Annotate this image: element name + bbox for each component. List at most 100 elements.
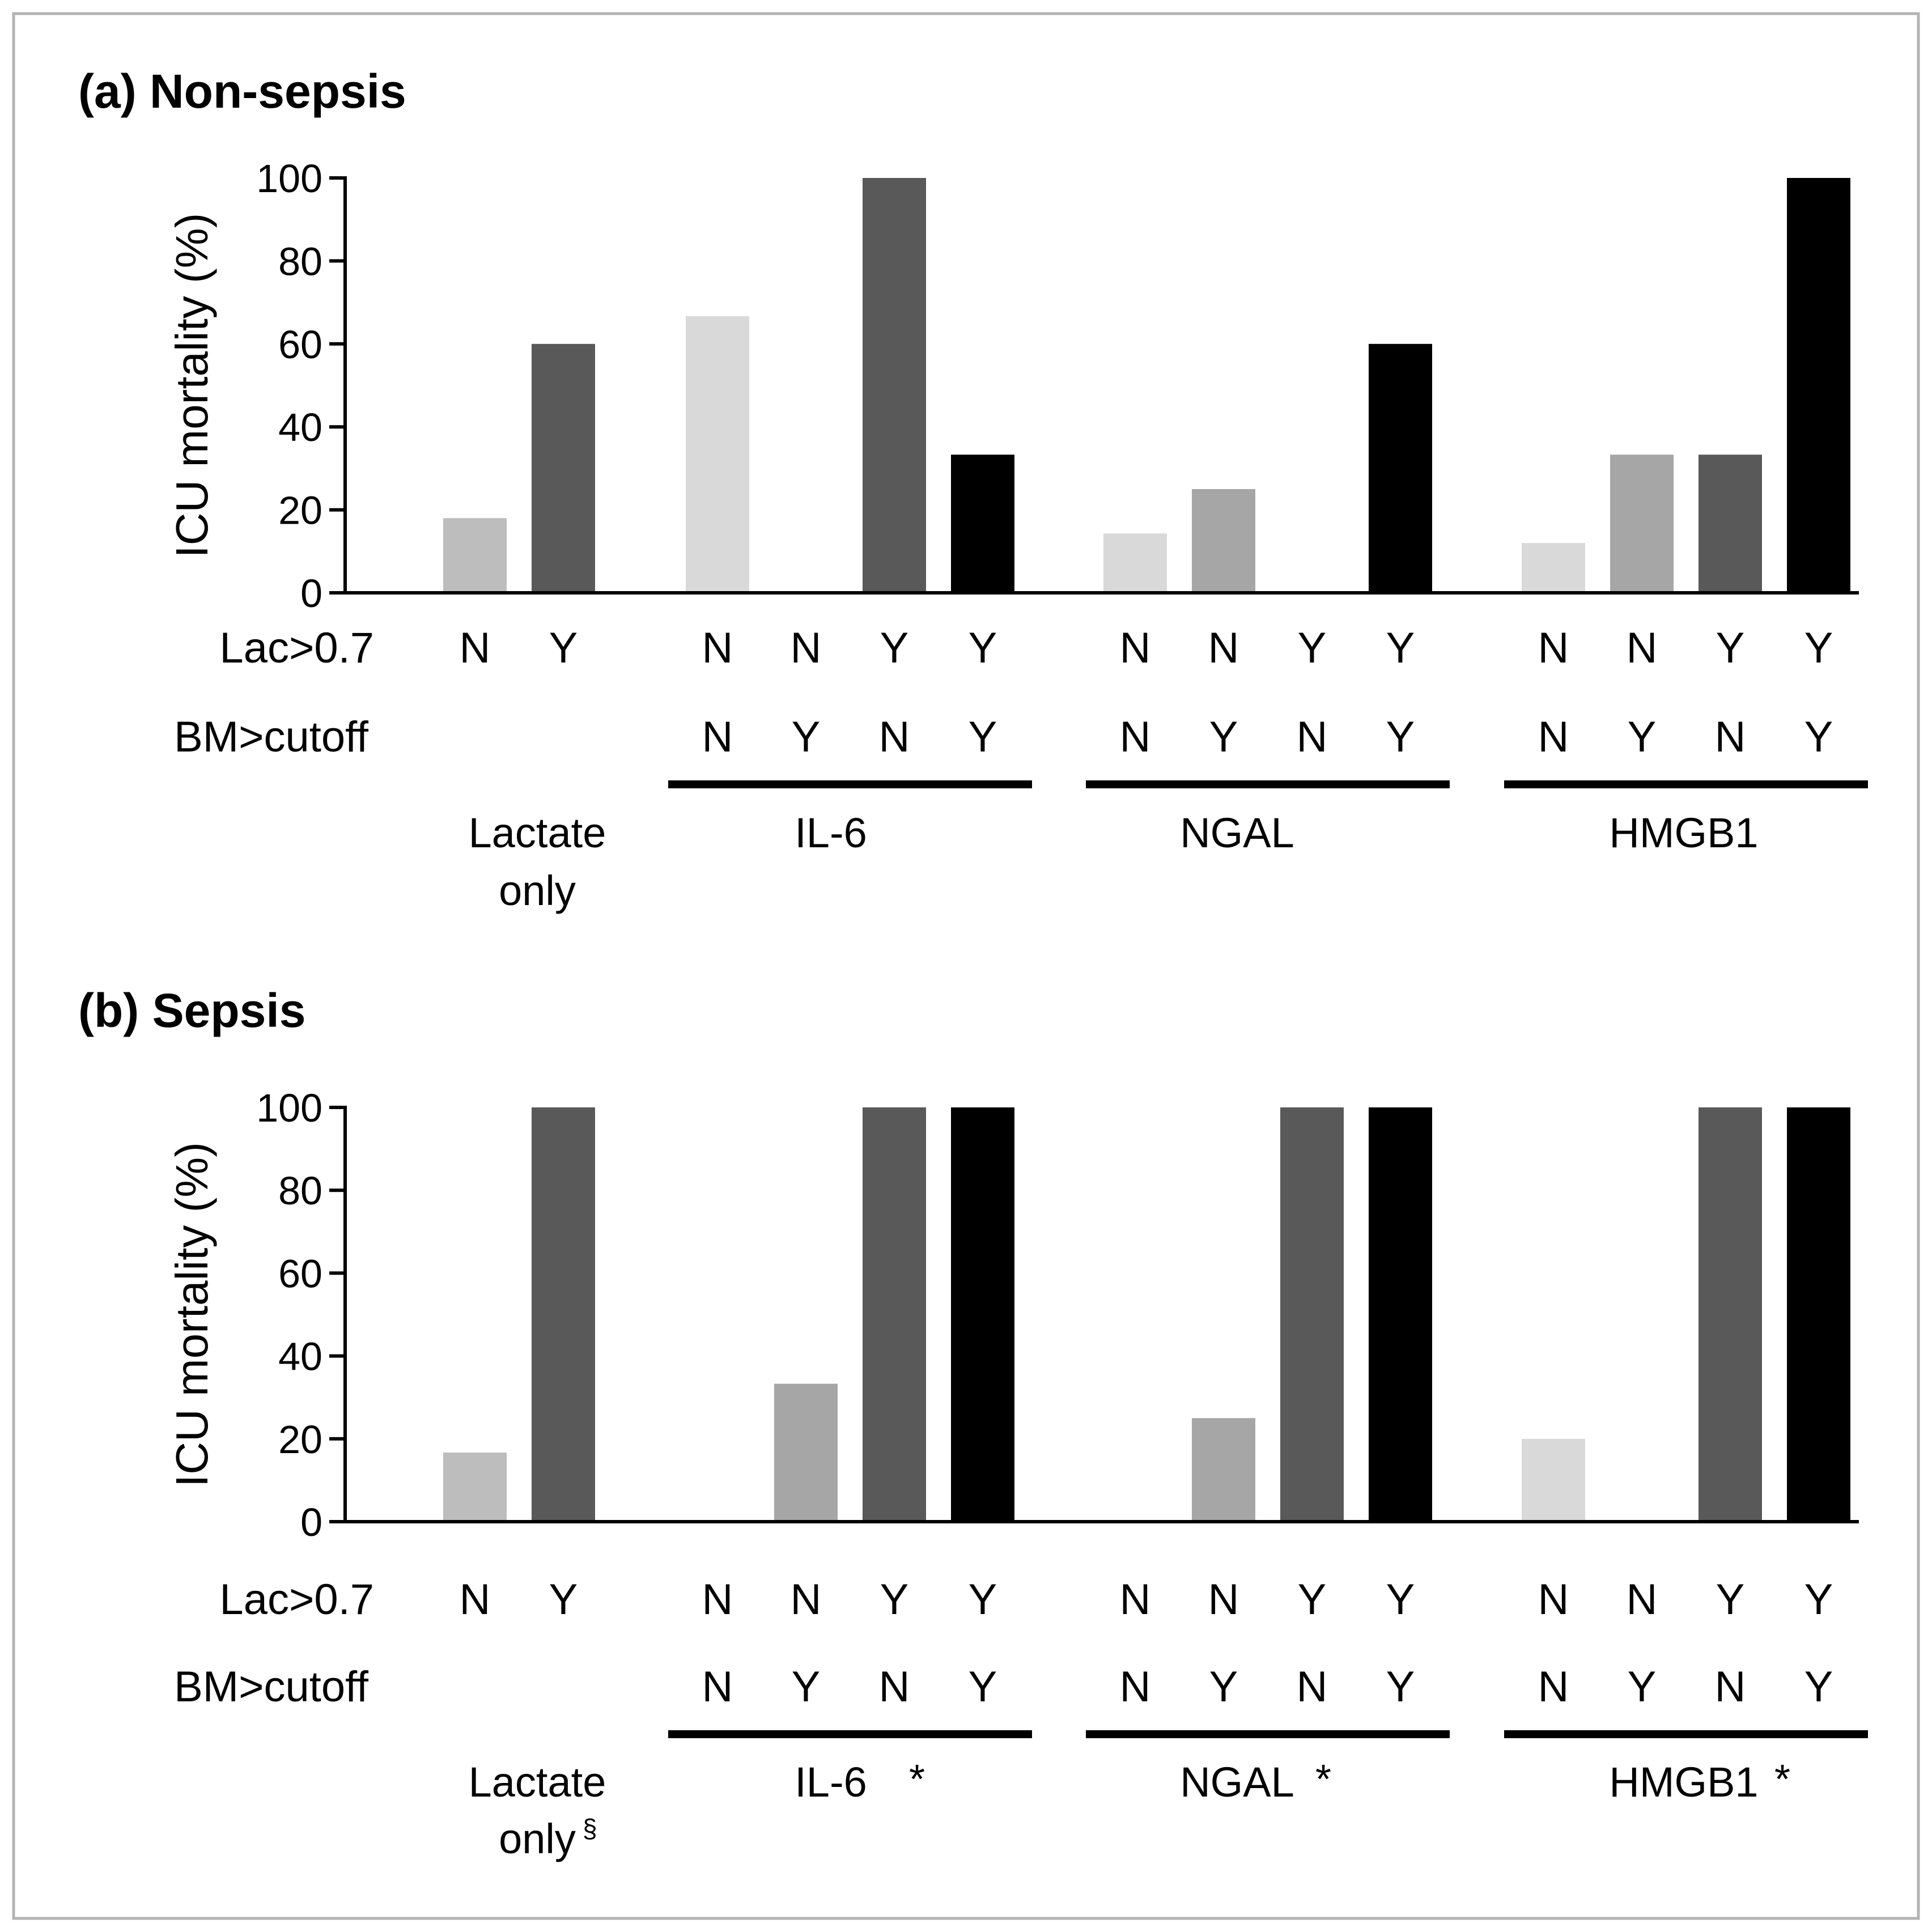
- panel-2-bm-value: Y: [1628, 1663, 1657, 1711]
- panel-2-bm-value: Y: [1209, 1663, 1238, 1711]
- panel-2-group-label-line2: only: [499, 1815, 576, 1862]
- panel-2-bm-value: Y: [1804, 1663, 1833, 1711]
- panel-2-y-tick-label: 40: [278, 1335, 322, 1379]
- panel-2-y-tick-label: 100: [256, 1086, 322, 1130]
- panel-2-lac-value: N: [1627, 1576, 1658, 1624]
- panel-1-bar-3-0: [1522, 543, 1585, 593]
- panel-2-row-label-lac: Lac>0.7: [219, 1576, 374, 1624]
- panel-1-group-label: NGAL: [1180, 809, 1294, 856]
- panel-2-lac-value: Y: [549, 1576, 578, 1624]
- panel-1-bar-3-3: [1787, 178, 1850, 593]
- panel-1-y-tick-label: 0: [300, 571, 322, 615]
- panel-2-bar-3-0: [1522, 1438, 1585, 1522]
- panel-2-group-mark: §: [583, 1814, 597, 1843]
- panel-2-bm-value: Y: [1386, 1663, 1415, 1711]
- panel-2-lac-value: Y: [1716, 1576, 1745, 1624]
- panel-2-bm-value: N: [1120, 1663, 1151, 1711]
- panel-2-bar-2-3: [1369, 1107, 1432, 1522]
- panel-1-bar-2-1: [1192, 489, 1255, 593]
- panel-2-bm-value: N: [1715, 1663, 1746, 1711]
- panel-2-lac-value: N: [1120, 1576, 1151, 1624]
- panel-1-bm-value: N: [879, 713, 910, 761]
- panel-2-group-label: NGAL: [1180, 1759, 1294, 1806]
- panel-2-bar-3-3: [1787, 1107, 1850, 1522]
- panel-2-group-mark: *: [909, 1757, 925, 1802]
- panel-1-bm-value: Y: [1628, 713, 1657, 761]
- panel-2-lac-value: N: [460, 1576, 491, 1624]
- panel-2-y-tick-label: 0: [300, 1500, 322, 1544]
- panel-1-bar-3-2: [1699, 455, 1762, 593]
- panel-2-lac-value: N: [702, 1576, 733, 1624]
- panel-2-group-label: HMGB1: [1609, 1759, 1758, 1806]
- panel-2-bar-2-1: [1192, 1418, 1255, 1522]
- panel-2-bm-value: N: [702, 1663, 733, 1711]
- panel-2-lac-value: Y: [880, 1576, 909, 1624]
- panel-2-bar-3-2: [1699, 1107, 1762, 1522]
- panel-1-bar-3-1: [1610, 455, 1674, 593]
- panel-1-y-tick-label: 100: [256, 156, 322, 201]
- panel-1-group-label-line2: only: [499, 867, 576, 914]
- panel-2-group-mark: *: [1315, 1757, 1331, 1802]
- panel-2-bar-0-0: [443, 1452, 507, 1522]
- panel-2-y-tick-label: 60: [278, 1251, 322, 1296]
- panel-1-lac-value: N: [1538, 624, 1569, 672]
- panel-1-row-label-lac: Lac>0.7: [219, 624, 374, 672]
- panel-1-title: (a) Non-sepsis: [78, 65, 406, 118]
- panel-1-lac-value: Y: [1298, 624, 1327, 672]
- panel-2-bm-value: N: [1538, 1663, 1569, 1711]
- panel-2-lac-value: Y: [1804, 1576, 1833, 1624]
- panel-1-bar-1-3: [951, 455, 1014, 593]
- panel-2-bar-0-1: [532, 1107, 595, 1522]
- panel-2-group-mark: *: [1774, 1757, 1790, 1802]
- panel-2-group-label: IL-6: [795, 1759, 867, 1806]
- panel-1-lac-value: N: [791, 624, 822, 672]
- panel-1-lac-value: N: [702, 624, 733, 672]
- panel-2-y-tick-label: 80: [278, 1169, 322, 1213]
- panel-1-row-label-bm: BM>cutoff: [174, 713, 369, 761]
- panel-1-bm-value: Y: [1386, 713, 1415, 761]
- panel-1-y-axis-label: ICU mortality (%): [167, 213, 217, 558]
- panel-1-group-label-line1: Lactate: [469, 809, 606, 856]
- panel-1-bm-value: Y: [1209, 713, 1238, 761]
- panel-1-bm-value: N: [702, 713, 733, 761]
- panel-2-lac-value: N: [1538, 1576, 1569, 1624]
- panel-1-bm-value: N: [1538, 713, 1569, 761]
- panel-2-lac-value: N: [791, 1576, 822, 1624]
- panel-1-group-label: IL-6: [795, 809, 867, 856]
- panel-1-y-tick-label: 60: [278, 322, 322, 367]
- panel-2-lac-value: Y: [1298, 1576, 1327, 1624]
- panel-1-lac-value: N: [1208, 624, 1239, 672]
- panel-2-bar-1-3: [951, 1107, 1014, 1522]
- panel-1-bar-0-1: [532, 343, 595, 593]
- panel-1-lac-value: Y: [1716, 624, 1745, 672]
- panel-2-bm-value: Y: [969, 1663, 997, 1711]
- panel-1-lac-value: Y: [880, 624, 909, 672]
- panel-1-bm-value: Y: [1804, 713, 1833, 761]
- panel-1-y-tick-label: 40: [278, 405, 322, 449]
- panel-1-group-label: HMGB1: [1609, 809, 1758, 856]
- panel-2-bar-2-2: [1280, 1107, 1344, 1522]
- panel-1-y-tick-label: 20: [278, 489, 322, 533]
- panel-1-bm-value: Y: [969, 713, 997, 761]
- panel-1-bar-2-0: [1103, 533, 1167, 593]
- panel-2-bar-1-2: [863, 1107, 926, 1522]
- panel-1-lac-value: Y: [1804, 624, 1833, 672]
- panel-1-bar-1-0: [686, 316, 749, 593]
- panel-2-group-label-line1: Lactate: [469, 1759, 606, 1806]
- panel-1-bm-value: N: [1297, 713, 1328, 761]
- panel-1-lac-value: Y: [969, 624, 997, 672]
- panel-1-lac-value: Y: [549, 624, 578, 672]
- panel-2-bm-value: Y: [792, 1663, 821, 1711]
- panel-2-bar-1-1: [774, 1383, 838, 1522]
- panel-2-row-label-bm: BM>cutoff: [174, 1663, 369, 1711]
- panel-1-bar-2-3: [1369, 343, 1432, 593]
- panel-1-lac-value: N: [1627, 624, 1658, 672]
- panel-1-lac-value: N: [460, 624, 491, 672]
- figure-frame: [12, 12, 1920, 1920]
- panel-2-title: (b) Sepsis: [78, 984, 305, 1037]
- panel-2-bm-value: N: [879, 1663, 910, 1711]
- panel-2-lac-value: N: [1208, 1576, 1239, 1624]
- panel-2-y-tick-label: 20: [278, 1417, 322, 1462]
